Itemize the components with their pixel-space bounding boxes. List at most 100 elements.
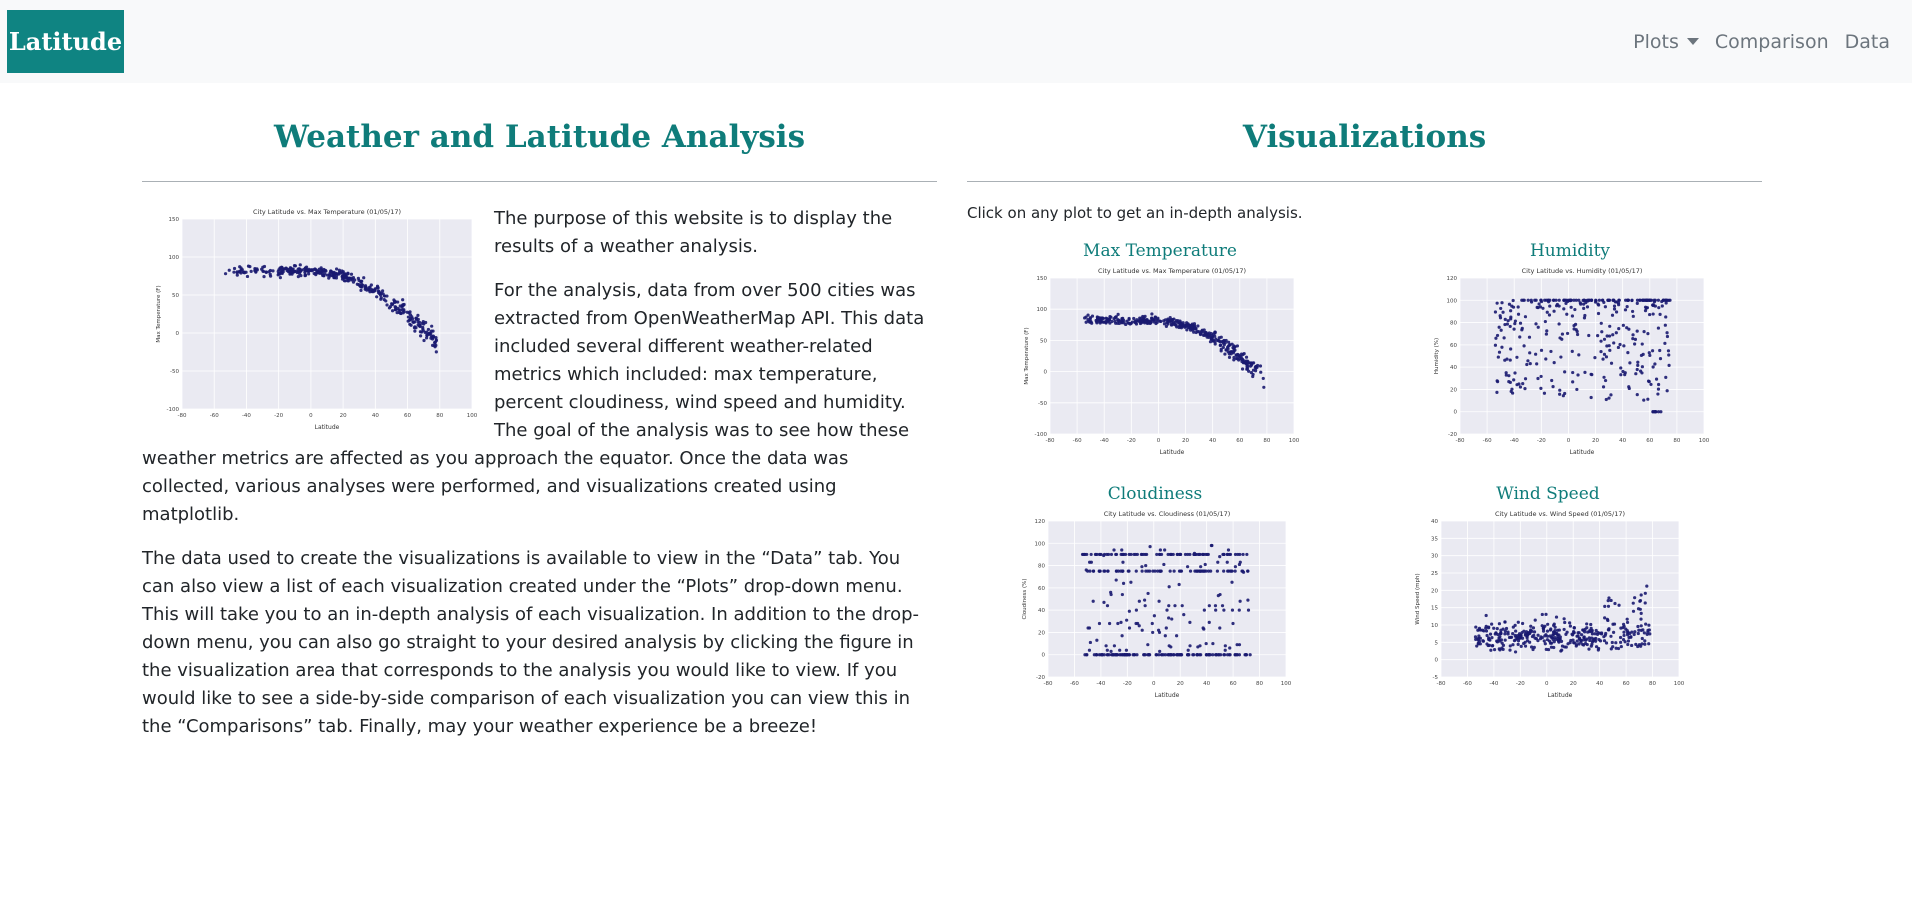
nav-plots-dropdown[interactable]: Plots bbox=[1633, 31, 1699, 53]
data-point bbox=[1163, 548, 1167, 552]
data-point bbox=[1619, 366, 1623, 370]
data-point bbox=[1612, 304, 1617, 308]
data-point bbox=[1634, 372, 1638, 376]
data-point bbox=[395, 311, 399, 315]
data-point bbox=[1570, 349, 1574, 353]
intro-paragraph-2: For the analysis, data from over 500 cit… bbox=[142, 280, 925, 525]
data-point bbox=[1608, 324, 1612, 328]
y-axis-label: Wind Speed (mph) bbox=[1415, 573, 1421, 624]
viz-card-humidity[interactable]: Humidity City Latitude vs. Humidity (01/… bbox=[1420, 240, 1720, 464]
data-point bbox=[1496, 355, 1500, 359]
data-point bbox=[1609, 598, 1613, 603]
data-point bbox=[1222, 653, 1227, 657]
data-point bbox=[1150, 621, 1154, 626]
data-point bbox=[1223, 352, 1227, 356]
nav-comparison-link[interactable]: Comparison bbox=[1714, 30, 1829, 53]
data-point bbox=[1619, 373, 1623, 377]
data-point bbox=[1614, 646, 1618, 650]
data-point bbox=[1630, 643, 1634, 648]
data-point bbox=[1498, 314, 1502, 318]
data-point bbox=[1496, 380, 1500, 384]
data-point bbox=[1112, 653, 1117, 657]
data-point bbox=[1639, 369, 1643, 373]
data-point bbox=[1648, 353, 1652, 358]
data-point bbox=[1644, 622, 1648, 626]
data-point bbox=[1501, 647, 1505, 651]
plot-area bbox=[1441, 521, 1679, 677]
chart-title: City Latitude vs. Max Temperature (01/05… bbox=[1098, 267, 1246, 275]
data-point bbox=[1192, 330, 1196, 334]
data-point bbox=[422, 322, 426, 326]
analysis-title: Weather and Latitude Analysis bbox=[273, 119, 806, 155]
y-tick-label: 15 bbox=[1431, 606, 1438, 612]
data-point bbox=[1656, 298, 1661, 302]
data-point bbox=[1102, 600, 1106, 604]
data-point bbox=[1581, 642, 1585, 646]
data-point bbox=[1095, 318, 1099, 322]
data-point bbox=[1498, 648, 1502, 652]
data-point bbox=[1622, 344, 1626, 348]
viz-card-max-temperature[interactable]: Max Temperature City Latitude vs. Max Te… bbox=[1010, 240, 1310, 464]
brand-logo-link[interactable]: Latitude bbox=[7, 10, 124, 73]
data-point bbox=[1206, 552, 1210, 557]
data-point bbox=[307, 269, 311, 273]
data-point bbox=[1117, 321, 1122, 326]
data-point bbox=[1177, 569, 1182, 573]
data-point bbox=[1185, 328, 1189, 332]
data-point bbox=[1594, 636, 1598, 641]
viz-title-cloudiness: Cloudiness bbox=[1107, 484, 1203, 504]
data-point bbox=[1552, 640, 1556, 644]
data-point bbox=[1196, 645, 1200, 649]
data-point bbox=[1511, 632, 1515, 636]
data-point bbox=[1135, 653, 1139, 657]
y-tick-label: 0 bbox=[1044, 370, 1048, 376]
data-point bbox=[277, 268, 281, 272]
data-point bbox=[1616, 646, 1621, 651]
viz-card-cloudiness[interactable]: Cloudiness City Latitude vs. Cloudiness … bbox=[1005, 483, 1305, 707]
data-point bbox=[328, 274, 332, 278]
data-point bbox=[1664, 298, 1668, 302]
x-tick-label: 80 bbox=[1256, 681, 1263, 687]
data-point bbox=[1570, 314, 1575, 318]
data-point bbox=[1204, 641, 1208, 646]
data-point bbox=[1168, 569, 1172, 573]
data-point bbox=[1589, 298, 1594, 302]
data-point bbox=[1107, 317, 1112, 321]
data-point bbox=[1088, 320, 1092, 324]
nav-plots-label: Plots bbox=[1633, 30, 1679, 53]
data-point bbox=[1648, 312, 1652, 317]
data-point bbox=[1563, 370, 1567, 374]
data-point bbox=[1635, 329, 1639, 333]
nav-links: Plots Comparison Data bbox=[1617, 0, 1890, 83]
data-point bbox=[379, 297, 383, 301]
data-point bbox=[1621, 323, 1625, 327]
y-tick-label: 0 bbox=[1454, 410, 1458, 416]
data-point bbox=[1513, 633, 1517, 638]
data-point bbox=[1563, 298, 1567, 302]
data-point bbox=[1642, 330, 1646, 334]
data-point bbox=[1501, 643, 1506, 647]
data-point bbox=[287, 269, 291, 273]
data-point bbox=[1568, 621, 1572, 625]
data-point bbox=[1532, 633, 1536, 637]
data-point bbox=[1622, 630, 1626, 634]
data-point bbox=[1511, 391, 1515, 395]
data-point bbox=[1246, 598, 1250, 602]
data-point bbox=[1086, 569, 1090, 573]
data-point bbox=[1504, 373, 1508, 377]
data-point bbox=[416, 317, 420, 321]
data-point bbox=[1583, 313, 1587, 318]
data-point bbox=[1492, 648, 1497, 652]
nav-data-link[interactable]: Data bbox=[1844, 30, 1890, 53]
data-point bbox=[1102, 569, 1106, 573]
data-point bbox=[1207, 620, 1211, 624]
viz-card-wind-speed[interactable]: Wind Speed City Latitude vs. Wind Speed … bbox=[1398, 483, 1698, 707]
data-point bbox=[1125, 653, 1129, 657]
data-point bbox=[1639, 624, 1643, 628]
data-point bbox=[1251, 374, 1255, 379]
data-point bbox=[1657, 306, 1661, 310]
data-point bbox=[1137, 624, 1141, 628]
data-point bbox=[429, 336, 433, 340]
data-point bbox=[396, 300, 400, 304]
data-point bbox=[1607, 396, 1611, 400]
